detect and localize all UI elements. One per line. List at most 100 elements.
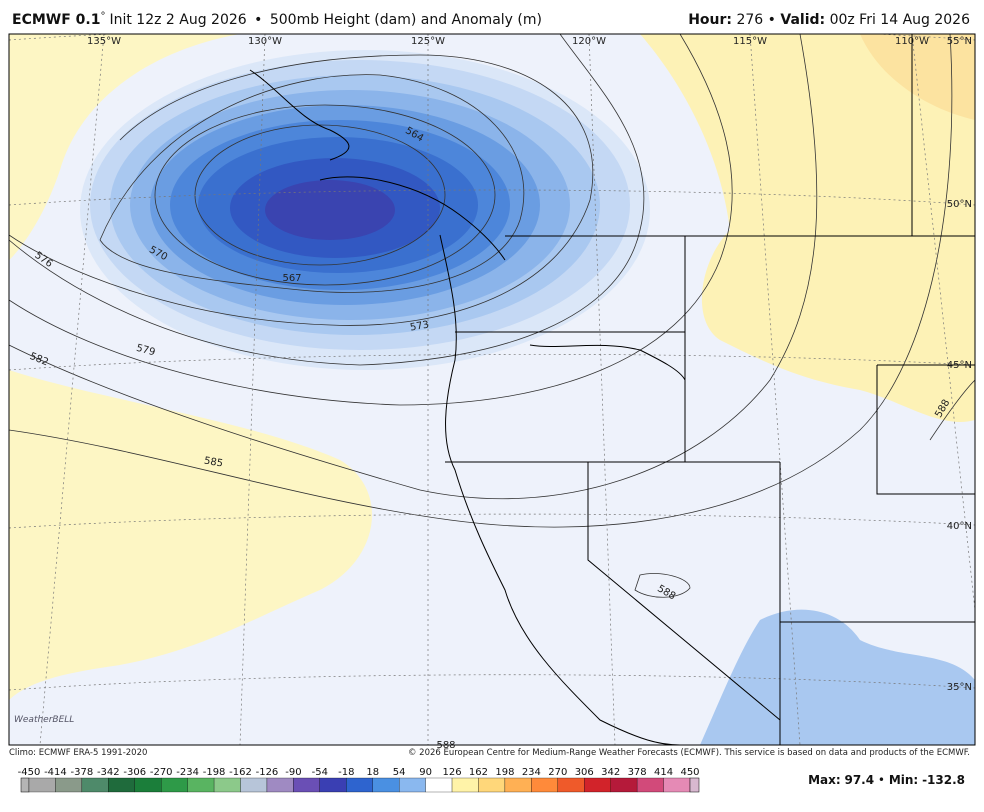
- colorbar-tick-label: -90: [285, 767, 301, 778]
- coastline: [319, 176, 681, 745]
- contour: [9, 34, 645, 366]
- anomaly-positive: [9, 370, 373, 700]
- colorbar-segment: [187, 777, 215, 793]
- field: 500mb Height (dam) and Anomaly (m): [270, 12, 542, 28]
- anomaly-positive: [9, 34, 240, 260]
- contour: [194, 124, 446, 266]
- colorbar-segment: [108, 777, 135, 793]
- colorbar-tick-label: 54: [393, 767, 406, 778]
- max: 97.4: [844, 773, 874, 787]
- colorbar-tick-label: 378: [628, 767, 647, 778]
- colorbar-segment: [584, 777, 611, 793]
- colorbar-segment: [663, 777, 691, 793]
- separator: •: [768, 12, 776, 28]
- climo: Climo: ECMWF ERA-5 1991-2020: [9, 748, 147, 758]
- latitude-label: 40°N: [947, 521, 972, 532]
- colorbar-tick-label: 450: [680, 767, 699, 778]
- colorbar-segment: [531, 777, 558, 793]
- latitude-label: 50°N: [947, 199, 972, 210]
- contour: [99, 74, 525, 293]
- colorbar-tick-label: 162: [469, 767, 488, 778]
- contour: [9, 54, 594, 326]
- copyright: © 2026 European Centre for Medium-Range …: [408, 748, 970, 758]
- latitude-label: 45°N: [947, 360, 972, 371]
- colorbar-tick-label: 18: [366, 767, 379, 778]
- colorbar-segment: [81, 777, 109, 793]
- longitude-label: 120°W: [572, 36, 606, 47]
- colorbar-segment: [161, 777, 188, 793]
- colorbar-tick-label: 342: [601, 767, 620, 778]
- colorbar-tick-label: 414: [654, 767, 673, 778]
- colorbar-tick-label: -162: [229, 767, 252, 778]
- contour-label: 573: [409, 319, 430, 333]
- hour: 276: [736, 12, 763, 28]
- valid-label: Valid:: [780, 12, 825, 28]
- contour-label: 585: [203, 455, 224, 469]
- low-anomaly: [80, 50, 650, 370]
- anomaly-shade: [265, 180, 395, 240]
- contour: [9, 34, 953, 528]
- colorbar-segment: [240, 777, 268, 793]
- model: ECMWF 0.1: [12, 12, 100, 28]
- latitude-label: 55°N: [947, 36, 972, 47]
- colorbar-tick-label: 90: [419, 767, 432, 778]
- max-label: Max:: [808, 773, 841, 787]
- colorbar-segment: [425, 777, 453, 793]
- colorbar-tick-label: -270: [150, 767, 173, 778]
- graticule: [9, 34, 975, 745]
- colorbar-tick-label: -54: [312, 767, 328, 778]
- separator: •: [878, 773, 885, 787]
- longitude-labels: 135°W 130°W 125°W 120°W 115°W 110°W: [87, 36, 929, 47]
- anomaly-positive: [860, 34, 975, 120]
- colorbar-segment: [134, 777, 162, 793]
- longitude-label: 110°W: [895, 36, 929, 47]
- contour: [9, 34, 733, 406]
- hour-label: Hour:: [688, 12, 732, 28]
- latitude-label: 35°N: [947, 682, 972, 693]
- colorbar-segment: [372, 777, 400, 793]
- contour-label: 588: [436, 740, 455, 751]
- longitude-label: 125°W: [411, 36, 445, 47]
- longitude-label: 130°W: [248, 36, 282, 47]
- colorbar-tick-label: -234: [176, 767, 199, 778]
- colorbar-tick-label: -18: [338, 767, 354, 778]
- colorbar: -450 -414 -378 -342 -306 -270 -234 -198 -162 -126…: [18, 767, 700, 793]
- colorbar-segment: [557, 777, 585, 793]
- colorbar-segment: [346, 777, 373, 793]
- colorbar-segment: [610, 777, 638, 793]
- valid: 00z Fri 14 Aug 2026: [830, 12, 971, 28]
- contour-label: 579: [135, 343, 156, 359]
- boundaries: [249, 34, 975, 745]
- colorbar-edge: [689, 777, 700, 793]
- colorbar-segment: [399, 777, 426, 793]
- contour: [634, 573, 691, 598]
- colorbar-segment: [478, 777, 506, 793]
- latitude-labels: 55°N 50°N 45°N 40°N 35°N: [947, 36, 972, 693]
- colorbar-segment: [293, 777, 320, 793]
- colorbar-tick-label: 306: [575, 767, 594, 778]
- colorbar-tick-label: -198: [203, 767, 226, 778]
- colorbar-tick-label: 270: [548, 767, 567, 778]
- colorbar-tick-label: 198: [495, 767, 514, 778]
- colorbar-tick-label: -306: [123, 767, 146, 778]
- colorbar-segment: [319, 777, 347, 793]
- watermark: WeatherBELL: [14, 715, 74, 725]
- map-frame: [8, 33, 976, 746]
- contour: [929, 379, 975, 441]
- map: [9, 34, 975, 745]
- colorbar-segment: [28, 777, 56, 793]
- height-contours: [9, 34, 975, 598]
- degree: °: [100, 11, 105, 22]
- contour-label: 567: [282, 273, 301, 284]
- contour: [154, 104, 496, 286]
- colorbar-segment: [504, 777, 532, 793]
- colorbar-segment: [636, 777, 664, 793]
- colorbar-segment: [213, 777, 241, 793]
- stats: Max: 97.4 • Min: -132.8: [808, 773, 965, 787]
- header-left: ECMWF 0.1° Init 12z 2 Aug 2026 • 500mb He…: [12, 11, 542, 28]
- colorbar-tick-label: -378: [71, 767, 94, 778]
- colorbar-tick-label: -342: [97, 767, 120, 778]
- longitude-label: 115°W: [733, 36, 767, 47]
- colorbar-tick-label: -450: [18, 767, 41, 778]
